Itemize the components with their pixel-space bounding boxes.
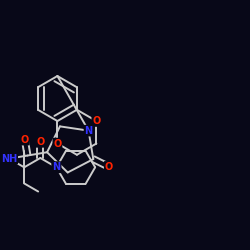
Text: O: O [36,137,44,147]
Text: O: O [21,134,29,144]
Text: N: N [84,126,92,136]
Text: O: O [53,138,62,148]
Text: O: O [105,162,113,172]
Text: N: N [52,162,60,172]
Text: N: N [52,162,60,172]
Text: O: O [92,116,100,126]
Text: NH: NH [1,154,17,164]
